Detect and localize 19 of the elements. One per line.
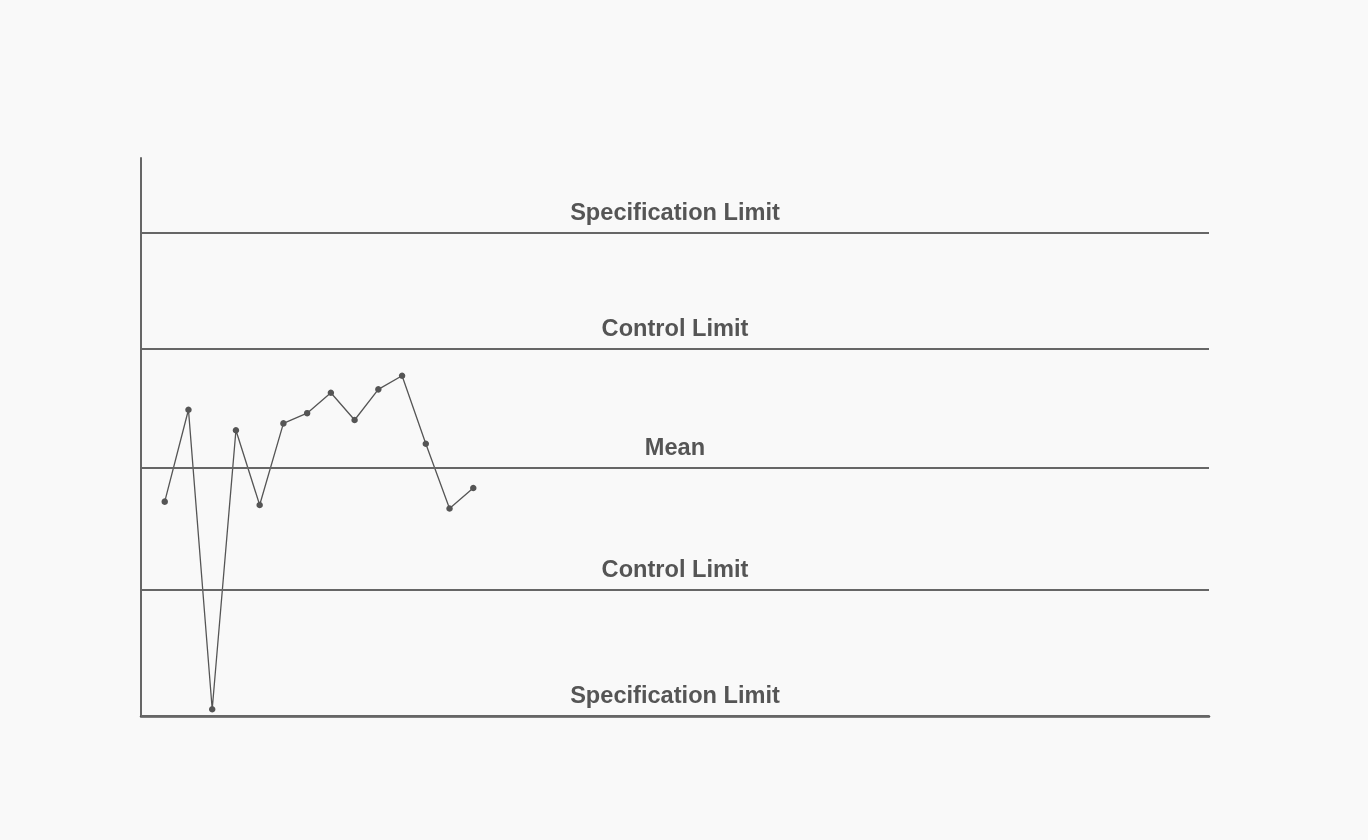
point bbox=[208, 705, 216, 713]
ref-line-label: Specification Limit bbox=[570, 198, 781, 225]
point bbox=[185, 406, 192, 414]
point bbox=[470, 484, 477, 492]
point bbox=[256, 501, 263, 509]
point bbox=[446, 505, 453, 512]
ref-line-label: Control Limit bbox=[601, 314, 749, 341]
ref-line-label: Specification Limit bbox=[570, 682, 781, 708]
point bbox=[398, 372, 406, 379]
ref-line-label: Mean bbox=[644, 433, 706, 460]
point bbox=[327, 389, 335, 397]
point bbox=[422, 440, 430, 448]
point bbox=[351, 416, 358, 424]
ref-line-label: Control Limit bbox=[601, 556, 749, 583]
point bbox=[280, 420, 287, 427]
point bbox=[232, 426, 240, 434]
point bbox=[375, 386, 382, 393]
point bbox=[303, 409, 311, 417]
point bbox=[161, 498, 168, 505]
